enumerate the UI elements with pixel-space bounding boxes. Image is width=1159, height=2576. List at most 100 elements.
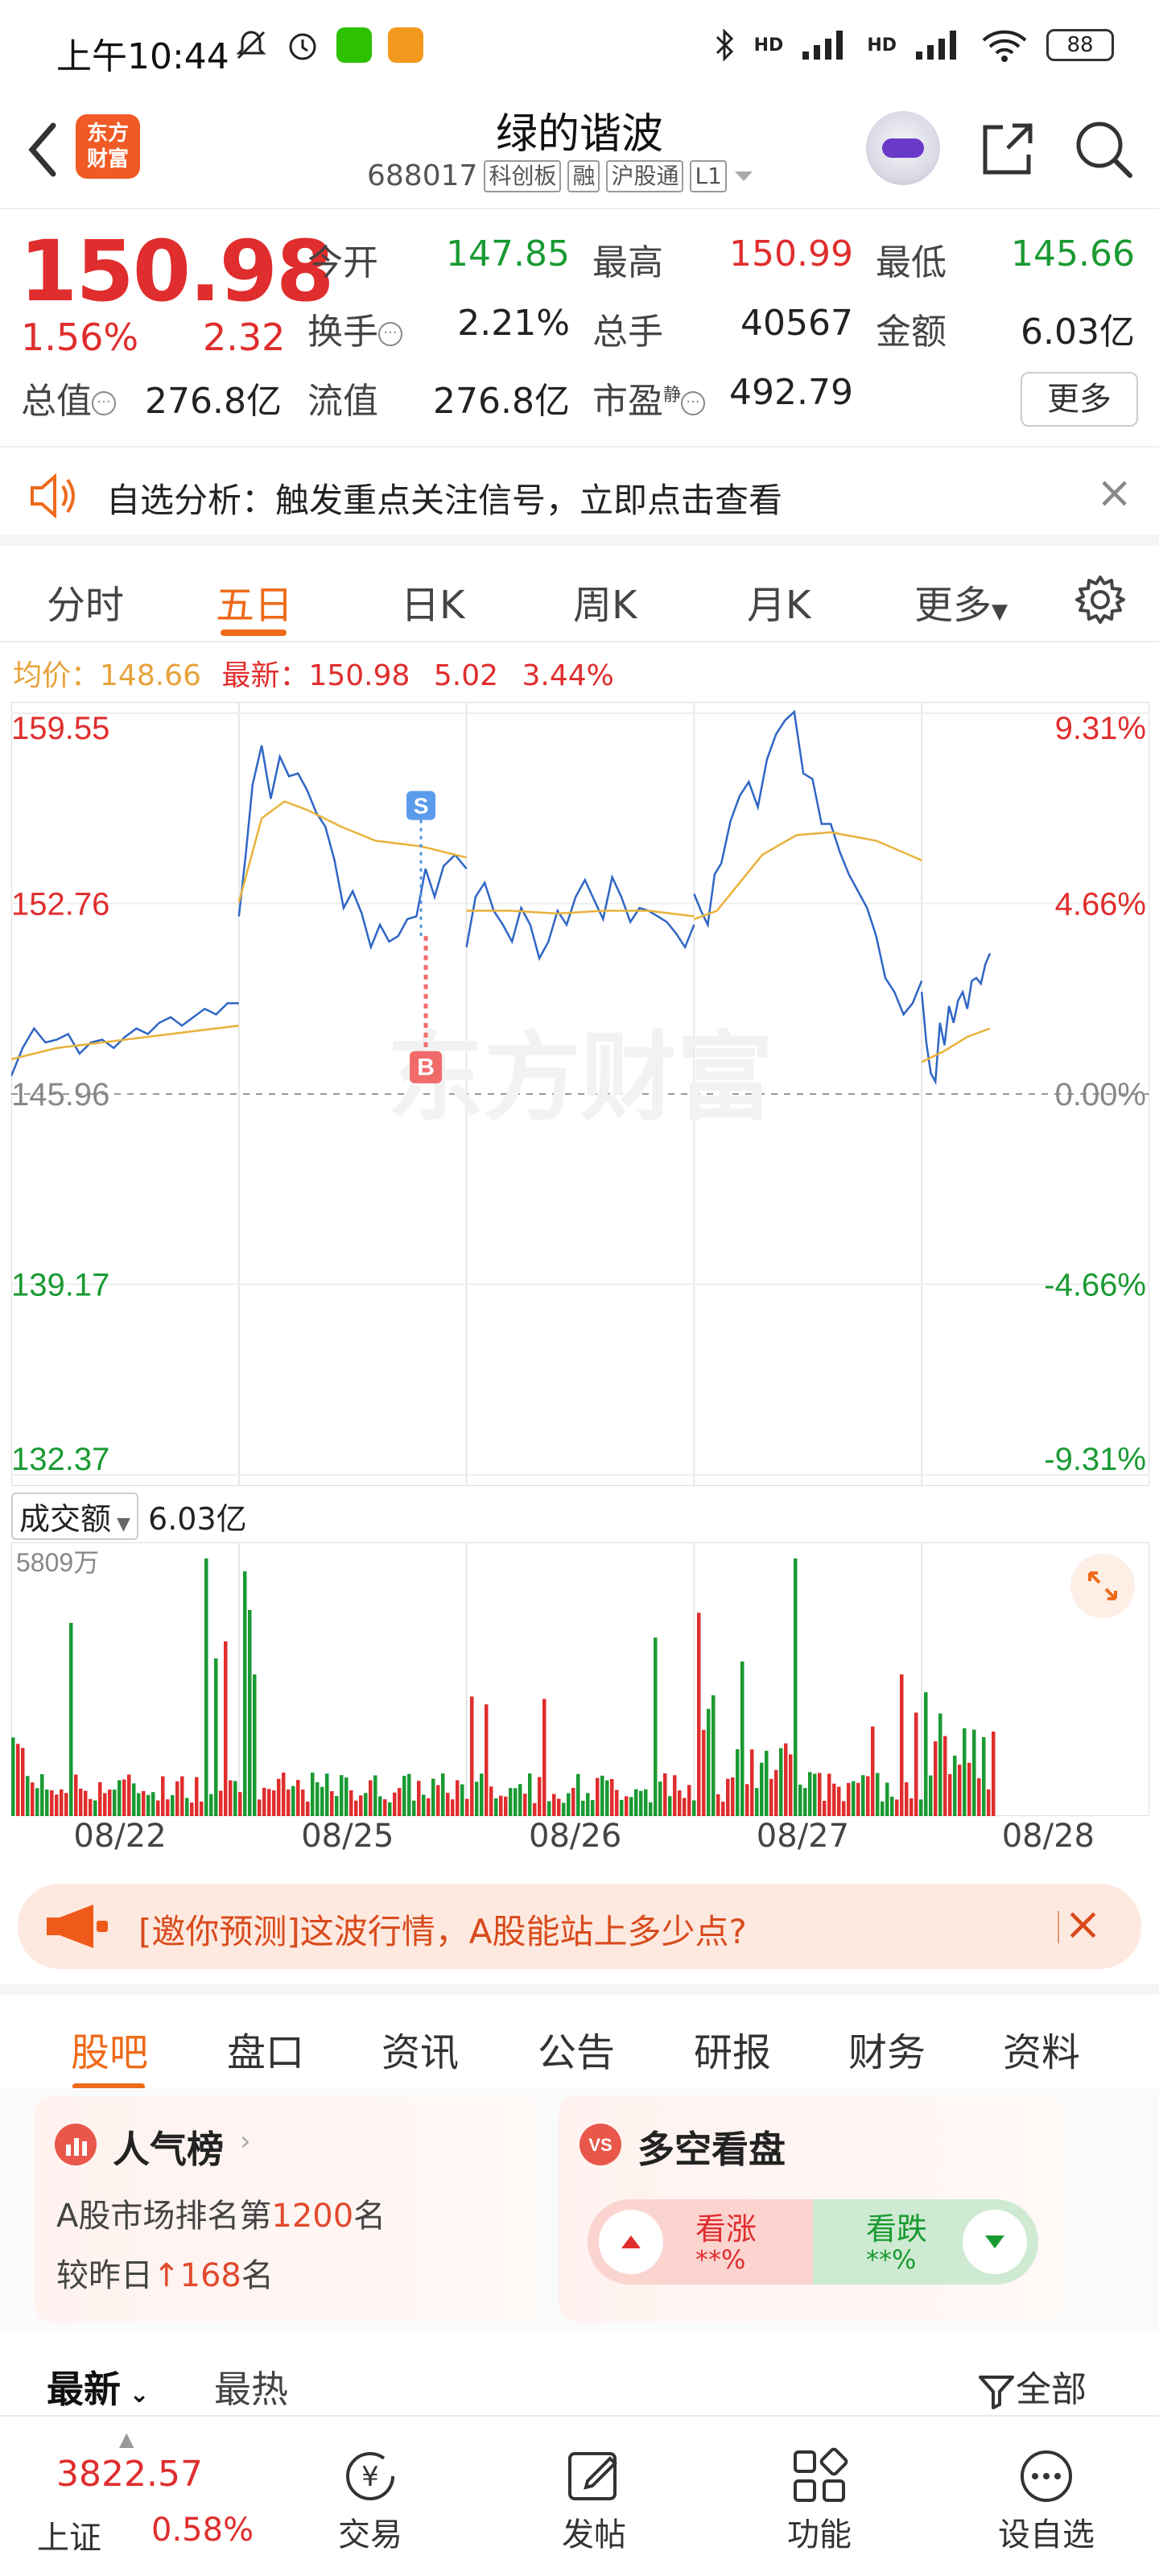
volume-indicator-label: 成交额 <box>19 1501 112 1537</box>
sell-marker[interactable]: S <box>406 791 436 820</box>
tab-announcements[interactable]: 公告 <box>538 2030 616 2075</box>
assistant-avatar[interactable] <box>866 111 940 185</box>
total-cap-label[interactable]: 总值 ··· <box>21 372 116 423</box>
volume-bar <box>55 1794 59 1816</box>
trade-icon[interactable]: ¥ <box>340 2446 401 2507</box>
volume-bar <box>726 1778 730 1816</box>
bearish-button[interactable]: 看跌 **% <box>813 2199 1038 2285</box>
volume-bar <box>175 1781 179 1816</box>
volume-bar <box>919 1799 923 1816</box>
average-price-line <box>466 910 695 918</box>
popularity-card[interactable]: 人气榜 › A股市场排名第1200名 较昨日↑168名 <box>34 2096 539 2322</box>
volume-bar <box>528 1773 532 1816</box>
expand-button[interactable] <box>1070 1554 1135 1618</box>
network-label: HD <box>753 35 784 56</box>
volume-bar <box>596 1777 600 1816</box>
tab-financials[interactable]: 财务 <box>848 2030 926 2075</box>
stock-meta[interactable]: 688017 科创板 融 沪股通 L1 <box>367 159 754 192</box>
volume-bar <box>847 1782 851 1816</box>
nav-post[interactable]: 发帖 <box>562 2516 626 2553</box>
analysis-alert[interactable]: 自选分析：触发重点关注信号，立即点击查看 × <box>0 446 1159 546</box>
volume-indicator-select[interactable]: 成交额 ▼ <box>11 1492 138 1540</box>
tab-daily-k[interactable]: 日K <box>401 583 465 628</box>
tab-profile[interactable]: 资料 <box>1003 2030 1081 2075</box>
volume-bar <box>629 1797 633 1816</box>
volume-bar <box>373 1775 377 1816</box>
volume-bar <box>253 1674 257 1816</box>
volume-bar <box>364 1793 368 1816</box>
volume-bar <box>98 1781 102 1816</box>
tab-forum[interactable]: 股吧 <box>71 2030 149 2075</box>
volume-bar <box>576 1773 580 1816</box>
sentiment-card[interactable]: VS 多空看盘 看涨 **% 看跌 **% <box>559 2096 1064 2322</box>
nav-add-watchlist[interactable]: 设自选 <box>998 2516 1095 2553</box>
compose-icon[interactable] <box>563 2446 625 2507</box>
volume-bar <box>610 1778 614 1816</box>
volume-bar <box>180 1776 184 1816</box>
buy-marker-label: B <box>417 1055 435 1081</box>
buy-marker[interactable]: B <box>410 1051 443 1084</box>
gear-icon[interactable] <box>1074 573 1127 626</box>
volume-bar <box>427 1798 431 1816</box>
volume-bar <box>523 1794 527 1816</box>
more-button[interactable]: 更多 <box>1021 372 1138 427</box>
volume-bar <box>769 1778 773 1816</box>
bullish-label: 看涨 <box>695 2211 757 2247</box>
app-logo[interactable]: 东方 财富 <box>76 114 140 179</box>
rank-change-value: 168 <box>179 2257 241 2294</box>
tab-news[interactable]: 资讯 <box>382 2030 460 2075</box>
float-cap-value: 276.8亿 <box>433 381 570 422</box>
back-button[interactable] <box>23 118 71 182</box>
tab-intraday[interactable]: 分时 <box>47 583 125 628</box>
volume-bar <box>31 1782 35 1816</box>
volume-bar <box>480 1773 484 1816</box>
tab-more[interactable]: 更多▼ <box>914 573 1008 630</box>
tab-research[interactable]: 研报 <box>694 2030 772 2075</box>
volume-bar <box>668 1796 672 1816</box>
bullish-value: **% <box>695 2244 746 2275</box>
amount-value: 6.03亿 <box>1021 312 1135 353</box>
share-icon[interactable] <box>975 116 1040 180</box>
turnover-label[interactable]: 换手 ··· <box>307 303 402 354</box>
tab-order-book[interactable]: 盘口 <box>227 2030 305 2075</box>
nav-functions[interactable]: 功能 <box>787 2516 852 2553</box>
filter-all[interactable]: 全部 <box>977 2360 1087 2412</box>
volume-bar <box>277 1778 281 1816</box>
search-icon[interactable] <box>1070 116 1135 180</box>
pe-label[interactable]: 市盈静 ··· <box>592 372 706 423</box>
sort-hot[interactable]: 最热 <box>214 2368 288 2411</box>
wifi-icon <box>982 30 1027 62</box>
volume-bar <box>378 1796 382 1816</box>
volume-bar <box>267 1789 271 1816</box>
volume-bar <box>151 1792 155 1816</box>
volume-bar <box>146 1794 151 1816</box>
tab-five-day[interactable]: 五日 <box>216 583 294 628</box>
volume-bar <box>485 1704 489 1816</box>
prediction-banner[interactable]: [邀你预测]这波行情，A股能站上多少点? × <box>18 1884 1141 1969</box>
volume-bar <box>369 1780 373 1816</box>
volume-bar <box>895 1799 899 1816</box>
more-circle-icon[interactable] <box>1016 2446 1077 2507</box>
average-price-line <box>237 800 467 903</box>
price-chart[interactable]: 东方财富 S B 159.55 9.31% 152.76 4.66% 145.96 0.00… <box>11 702 1149 1486</box>
bullish-button[interactable]: 看涨 **% <box>588 2199 813 2285</box>
sentiment-title: 多空看盘 <box>637 2128 786 2171</box>
volume-bar <box>142 1790 146 1816</box>
tab-weekly-k[interactable]: 周K <box>573 583 637 628</box>
volume-bar <box>465 1798 469 1816</box>
sort-latest[interactable]: 最新 ⌄ <box>47 2360 150 2413</box>
volume-bar <box>118 1780 122 1816</box>
volume-bar <box>711 1695 716 1816</box>
close-icon[interactable]: × <box>1064 1898 1102 1951</box>
volume-bar <box>552 1794 556 1816</box>
close-icon[interactable]: × <box>1096 467 1133 518</box>
volume-chart[interactable]: 5809万 <box>11 1542 1149 1816</box>
nav-trade[interactable]: 交易 <box>338 2516 402 2553</box>
tab-monthly-k[interactable]: 月K <box>747 583 811 628</box>
status-right: HD HD 88 <box>712 27 1114 63</box>
status-time: 上午10:44 <box>56 36 229 77</box>
grid-apps-icon[interactable] <box>789 2446 850 2507</box>
volume-bar <box>562 1802 566 1816</box>
volume-bar <box>50 1790 54 1816</box>
index-value[interactable]: 3822.57 <box>56 2454 203 2495</box>
